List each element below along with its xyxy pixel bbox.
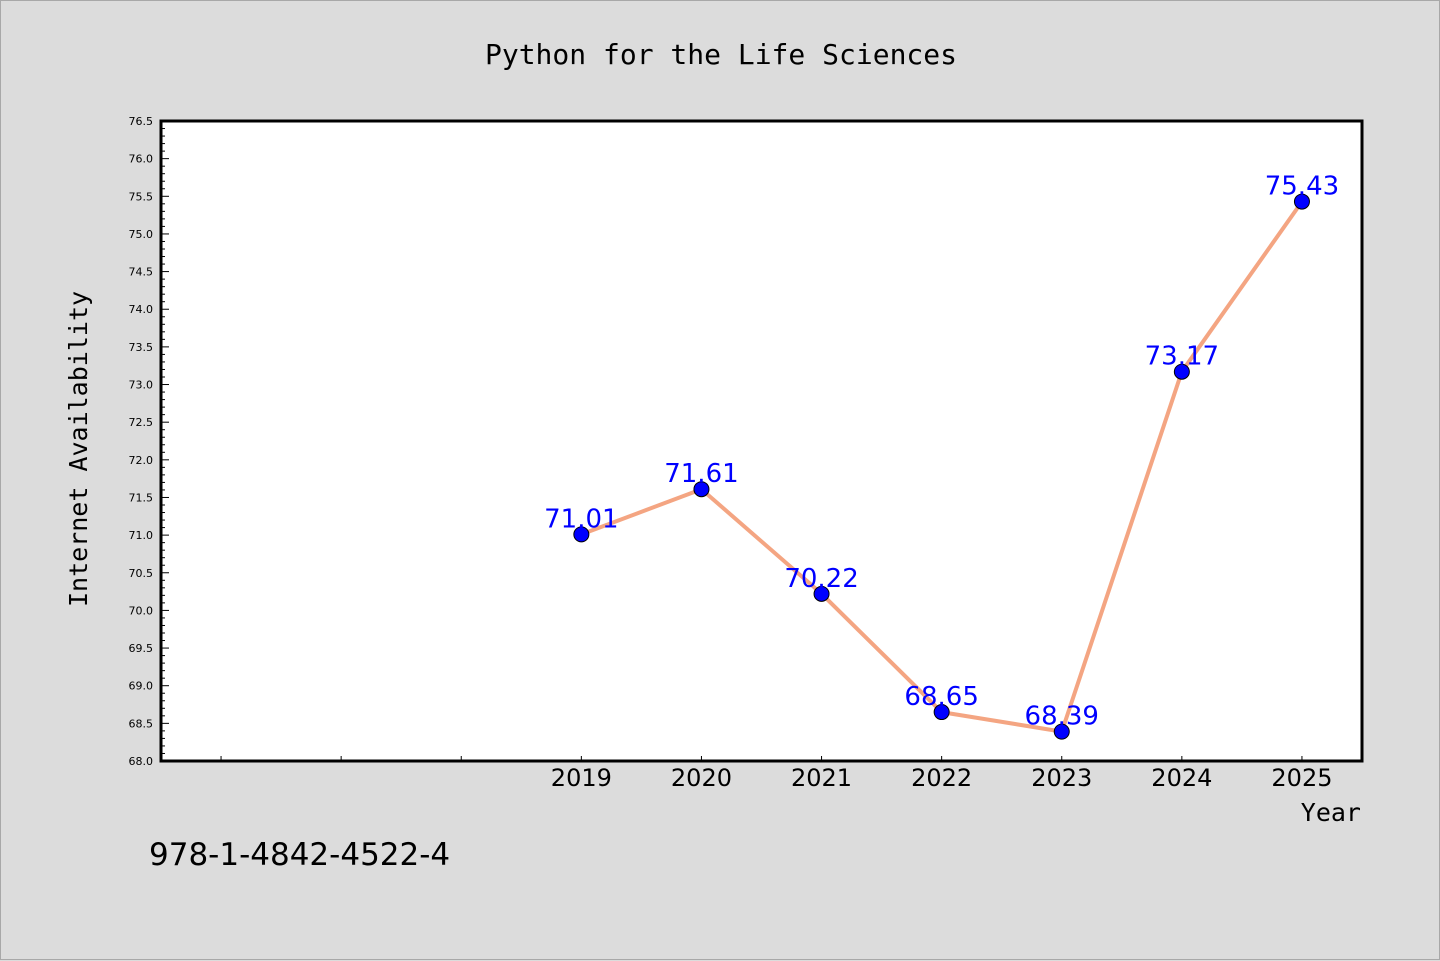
y-tick-label: 73.5 bbox=[129, 341, 154, 354]
plot-area bbox=[159, 119, 1364, 763]
y-tick-label: 75.0 bbox=[129, 228, 154, 241]
y-tick-label: 72.5 bbox=[129, 416, 154, 429]
x-tick-label: 2024 bbox=[1151, 764, 1212, 792]
data-point bbox=[933, 704, 950, 721]
data-label: 68.65 bbox=[904, 682, 978, 712]
y-tick-label: 76.5 bbox=[129, 115, 154, 128]
y-tick-label: 70.0 bbox=[129, 604, 154, 617]
data-label: 68.39 bbox=[1025, 702, 1099, 732]
y-tick-label: 71.0 bbox=[129, 529, 154, 542]
data-label: 71.61 bbox=[664, 459, 738, 489]
y-tick-label: 72.0 bbox=[129, 454, 154, 467]
y-tick-label: 71.5 bbox=[129, 491, 154, 504]
y-tick-label: 73.0 bbox=[129, 379, 154, 392]
x-tick-label: 2021 bbox=[791, 764, 852, 792]
y-tick-label: 76.0 bbox=[129, 153, 154, 166]
y-tick-label: 69.5 bbox=[129, 642, 154, 655]
x-tick-label: 2019 bbox=[551, 764, 612, 792]
data-point bbox=[573, 526, 590, 543]
y-tick-label: 69.0 bbox=[129, 680, 154, 693]
data-label: 71.01 bbox=[544, 504, 618, 534]
y-tick-label: 68.5 bbox=[129, 717, 154, 730]
y-tick-label: 68.0 bbox=[129, 755, 154, 768]
y-axis: 68.0 68.5 69.0 69.5 70.0 70.5 71.0 71.5 72.0 72.5… bbox=[129, 115, 169, 768]
chart-title: Python for the Life Sciences bbox=[485, 38, 957, 71]
data-point bbox=[1053, 723, 1070, 740]
x-axis-label: Year bbox=[1301, 798, 1361, 827]
data-label: 75.43 bbox=[1265, 172, 1339, 202]
data-point bbox=[693, 481, 710, 498]
data-point bbox=[1173, 363, 1190, 380]
x-tick-label: 2020 bbox=[671, 764, 732, 792]
x-tick-label: 2022 bbox=[911, 764, 972, 792]
x-tick-label: 2023 bbox=[1031, 764, 1092, 792]
x-axis: 2019 2020 2021 2022 2023 2024 2025 bbox=[220, 756, 1332, 792]
y-tick-label: 70.5 bbox=[129, 567, 154, 580]
x-tick-label: 2025 bbox=[1271, 764, 1332, 792]
data-label: 70.22 bbox=[784, 564, 858, 594]
y-tick-label: 74.0 bbox=[129, 303, 154, 316]
y-tick-label: 74.5 bbox=[129, 266, 154, 279]
data-label: 73.17 bbox=[1145, 342, 1219, 372]
series-group: 71.01 71.61 70.22 68.65 68.39 73.17 75.43 bbox=[544, 172, 1339, 740]
y-axis-label: Internet Availability bbox=[64, 291, 93, 607]
y-tick-label: 75.5 bbox=[129, 190, 154, 203]
data-point bbox=[813, 585, 830, 602]
data-point bbox=[1293, 193, 1310, 210]
isbn-text: 978-1-4842-4522-4 bbox=[149, 837, 450, 873]
